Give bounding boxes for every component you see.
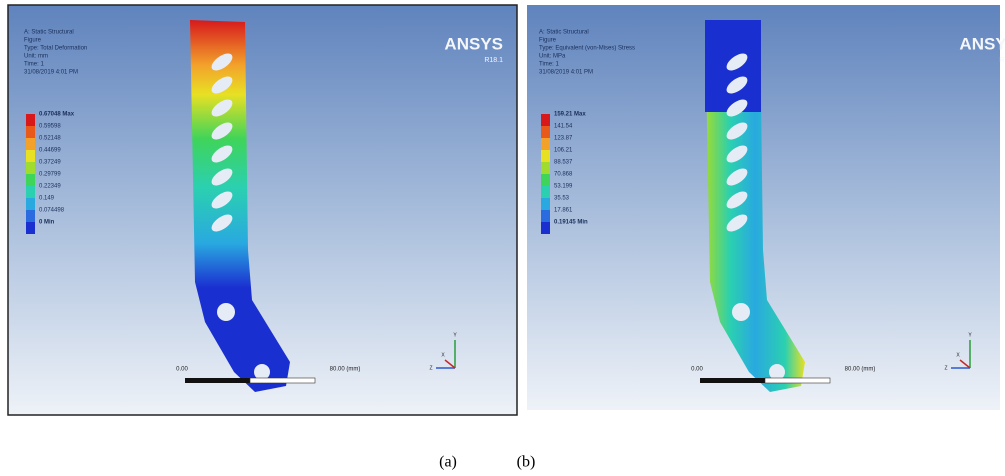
figure: (a) (b) A: Static Structural Figure Type: … xyxy=(0,0,1005,476)
scale-label: 80.00 (mm) xyxy=(845,367,876,373)
legend-swatch xyxy=(541,210,550,222)
header-line: Figure xyxy=(539,38,557,44)
legend-label: 70.868 xyxy=(554,172,573,178)
scale-label: 80.00 (mm) xyxy=(330,367,361,373)
legend-label: 0.59598 xyxy=(39,124,61,130)
legend-swatch xyxy=(26,162,35,174)
triad-label: Z xyxy=(944,365,947,371)
legend-swatch xyxy=(26,198,35,210)
legend-label: 0.37249 xyxy=(39,160,61,166)
header-line: Figure xyxy=(24,38,42,44)
legend-label: 35.53 xyxy=(554,196,570,202)
legend-label: 0.52148 xyxy=(39,136,61,142)
header-line: Unit: MPa xyxy=(539,54,566,60)
legend-label: 106.21 xyxy=(554,148,573,154)
legend-label: 0.19145 Min xyxy=(554,220,588,226)
legend-swatch xyxy=(541,198,550,210)
legend-swatch xyxy=(26,126,35,138)
legend-label: 0.44699 xyxy=(39,148,61,154)
legend-label: 0.22349 xyxy=(39,184,61,190)
triad-label: Z xyxy=(429,365,432,371)
scale-bar xyxy=(765,378,830,383)
scale-bar xyxy=(250,378,315,383)
logo: ANSYS xyxy=(444,34,503,53)
scale-bar xyxy=(185,378,250,383)
legend-label: 0 Min xyxy=(39,220,55,226)
legend-swatch xyxy=(541,222,550,234)
header-line: A: Static Structural xyxy=(24,30,74,36)
legend-swatch xyxy=(26,174,35,186)
logo-version: R18.1 xyxy=(484,57,503,64)
header-line: Time: 1 xyxy=(24,62,44,68)
header-line: A: Static Structural xyxy=(539,30,589,36)
legend-label: 0.074498 xyxy=(39,208,65,214)
hole xyxy=(769,364,785,380)
logo: ANSYS xyxy=(959,34,1005,53)
caption: (b) xyxy=(517,454,536,471)
header-line: 31/08/2019 4:01 PM xyxy=(539,70,593,76)
legend-swatch xyxy=(541,186,550,198)
scale-label: 0.00 xyxy=(176,367,188,373)
legend-swatch xyxy=(541,138,550,150)
legend-swatch xyxy=(541,126,550,138)
scale-bar xyxy=(700,378,765,383)
caption: (a) xyxy=(439,454,457,471)
legend-label: 123.87 xyxy=(554,136,573,142)
scale-label: 0.00 xyxy=(691,367,703,373)
legend-swatch xyxy=(26,138,35,150)
legend-swatch xyxy=(541,150,550,162)
legend-swatch xyxy=(541,174,550,186)
header-line: 31/08/2019 4:01 PM xyxy=(24,70,78,76)
legend-swatch xyxy=(26,186,35,198)
legend-swatch xyxy=(26,222,35,234)
legend-label: 0.149 xyxy=(39,196,55,202)
legend-label: 0.29799 xyxy=(39,172,61,178)
hole xyxy=(254,364,270,380)
header-line: Unit: mm xyxy=(24,54,48,60)
legend-swatch xyxy=(26,150,35,162)
legend-label: 141.54 xyxy=(554,124,573,130)
legend-swatch xyxy=(26,114,35,126)
legend-label: 88.537 xyxy=(554,160,573,166)
legend-swatch xyxy=(541,162,550,174)
logo-version: R18.1 xyxy=(999,57,1005,64)
header-line: Type: Equivalent (von-Mises) Stress xyxy=(539,46,635,52)
legend-label: 53.199 xyxy=(554,184,573,190)
legend-label: 17.861 xyxy=(554,208,573,214)
legend-swatch xyxy=(541,114,550,126)
hole xyxy=(217,303,235,321)
header-line: Type: Total Deformation xyxy=(24,46,87,52)
header-line: Time: 1 xyxy=(539,62,559,68)
hole xyxy=(732,303,750,321)
legend-label: 159.21 Max xyxy=(554,112,586,118)
legend-swatch xyxy=(26,210,35,222)
legend-label: 0.67048 Max xyxy=(39,112,75,118)
